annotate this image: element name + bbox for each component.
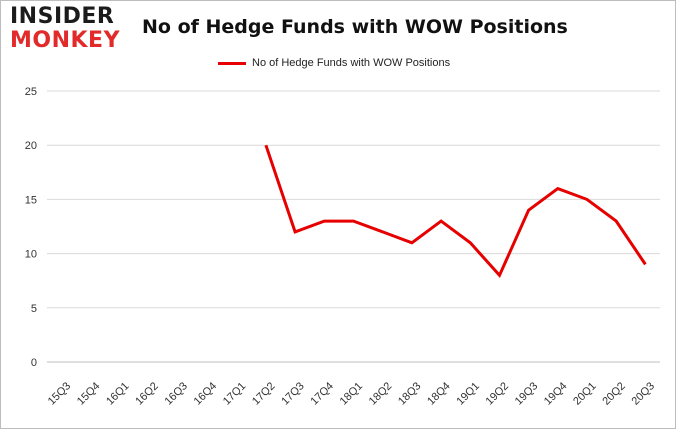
x-tick-label: 16Q2 — [133, 380, 161, 408]
x-tick-label: 19Q1 — [454, 380, 482, 408]
chart-title: No of Hedge Funds with WOW Positions — [142, 16, 568, 38]
x-tick-label: 17Q4 — [308, 380, 336, 408]
x-tick-label: 20Q1 — [571, 380, 599, 408]
y-tick-label: 10 — [25, 249, 37, 261]
x-tick-label: 18Q2 — [367, 380, 395, 408]
y-tick-label: 25 — [25, 86, 37, 98]
x-tick-label: 18Q3 — [396, 380, 424, 408]
x-tick-label: 17Q2 — [250, 380, 278, 408]
x-tick-label: 19Q3 — [513, 380, 541, 408]
legend-swatch — [218, 61, 246, 65]
x-tick-label: 17Q3 — [279, 380, 307, 408]
x-tick-label: 17Q1 — [221, 380, 249, 408]
x-tick-label: 15Q3 — [46, 380, 74, 408]
x-tick-label: 19Q4 — [542, 380, 570, 408]
logo-line1: INSIDER — [10, 4, 115, 29]
insider-monkey-logo: INSIDER MONKEY — [10, 6, 128, 56]
x-tick-label: 18Q4 — [425, 380, 453, 408]
chart-legend: No of Hedge Funds with WOW Positions — [218, 55, 450, 71]
x-tick-label: 16Q4 — [192, 380, 220, 408]
logo-line2: MONKEY — [10, 28, 121, 53]
y-tick-label: 5 — [31, 303, 37, 315]
x-tick-label: 20Q3 — [630, 380, 658, 408]
series-line — [264, 144, 647, 279]
x-tick-label: 16Q3 — [162, 380, 190, 408]
x-tick-label: 19Q2 — [484, 380, 512, 408]
x-tick-label: 16Q1 — [104, 380, 132, 408]
x-tick-label: 15Q4 — [75, 380, 103, 408]
y-tick-label: 20 — [25, 140, 37, 152]
x-tick-label: 20Q2 — [600, 380, 628, 408]
legend-label: No of Hedge Funds with WOW Positions — [252, 57, 451, 69]
y-tick-label: 0 — [31, 357, 37, 369]
y-tick-label: 15 — [25, 194, 37, 206]
x-tick-label: 18Q1 — [338, 380, 366, 408]
